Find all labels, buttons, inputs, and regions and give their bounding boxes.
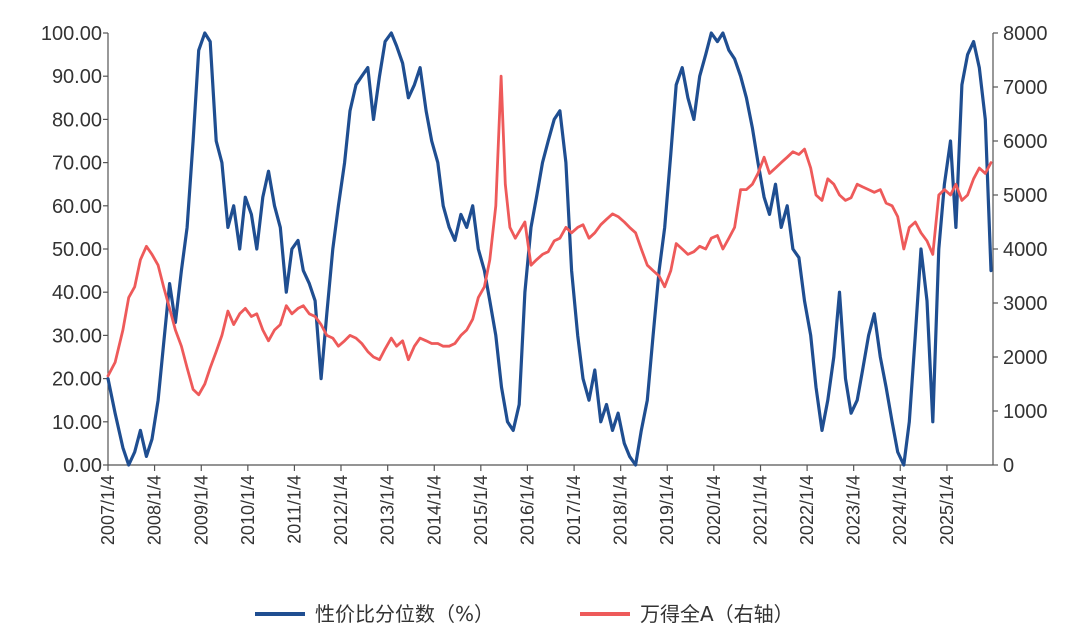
y-left-tick-label: 0.00 <box>63 455 102 477</box>
y-right-tick-label: 4000 <box>1003 239 1048 261</box>
x-tick-label: 2007/1/4 <box>98 475 118 545</box>
y-left-tick-label: 20.00 <box>52 369 102 391</box>
y-right-tick-label: 3000 <box>1003 293 1048 315</box>
y-right-tick-label: 7000 <box>1003 77 1048 99</box>
y-left-tick-label: 70.00 <box>52 153 102 175</box>
y-left-tick-label: 100.00 <box>41 23 102 45</box>
x-tick-label: 2023/1/4 <box>844 475 864 545</box>
x-tick-label: 2025/1/4 <box>937 475 957 545</box>
x-tick-label: 2020/1/4 <box>704 475 724 545</box>
y-right-tick-label: 5000 <box>1003 185 1048 207</box>
series-layer <box>106 31 993 467</box>
y-right-tick-label: 1000 <box>1003 401 1048 423</box>
chart-axes: 0.00 10.00 20.00 30.00 40.00 50.00 60.00 70.00 8… <box>41 23 1048 545</box>
series-line-1 <box>106 31 993 467</box>
y-left-tick-label: 30.00 <box>52 325 102 347</box>
y-right-tick-label: 0 <box>1003 455 1014 477</box>
y-left-tick-label: 60.00 <box>52 196 102 218</box>
series-line-2 <box>106 74 993 397</box>
legend-label-series-1: 性价比分位数（%） <box>315 602 494 626</box>
x-tick-label: 2009/1/4 <box>191 475 211 545</box>
y-left-tick-label: 40.00 <box>52 282 102 304</box>
y-right-tick-label: 6000 <box>1003 131 1048 153</box>
x-tick-label: 2022/1/4 <box>797 475 817 545</box>
x-tick-label: 2014/1/4 <box>424 475 444 545</box>
y-left-tick-label: 50.00 <box>52 239 102 261</box>
legend: 性价比分位数（%） 万得全A（右轴） <box>255 602 794 626</box>
x-tick-label: 2010/1/4 <box>238 475 258 545</box>
x-tick-label: 2021/1/4 <box>751 475 771 545</box>
x-tick-label: 2017/1/4 <box>564 475 584 545</box>
x-tick-label: 2011/1/4 <box>284 475 304 544</box>
y-right-tick-label: 2000 <box>1003 347 1048 369</box>
x-tick-label: 2016/1/4 <box>517 475 537 545</box>
x-tick-label: 2008/1/4 <box>145 475 165 545</box>
x-tick-label: 2012/1/4 <box>331 475 351 545</box>
x-tick-label: 2018/1/4 <box>611 475 631 545</box>
x-tick-label: 2013/1/4 <box>378 475 398 545</box>
y-left-tick-label: 80.00 <box>52 109 102 131</box>
x-tick-label: 2024/1/4 <box>890 475 910 545</box>
x-tick-label: 2019/1/4 <box>657 475 677 545</box>
y-right-tick-label: 8000 <box>1003 23 1048 45</box>
y-left-tick-label: 90.00 <box>52 66 102 88</box>
legend-label-series-2: 万得全A（右轴） <box>640 602 794 626</box>
y-left-tick-label: 10.00 <box>52 412 102 434</box>
x-tick-label: 2015/1/4 <box>471 475 491 545</box>
